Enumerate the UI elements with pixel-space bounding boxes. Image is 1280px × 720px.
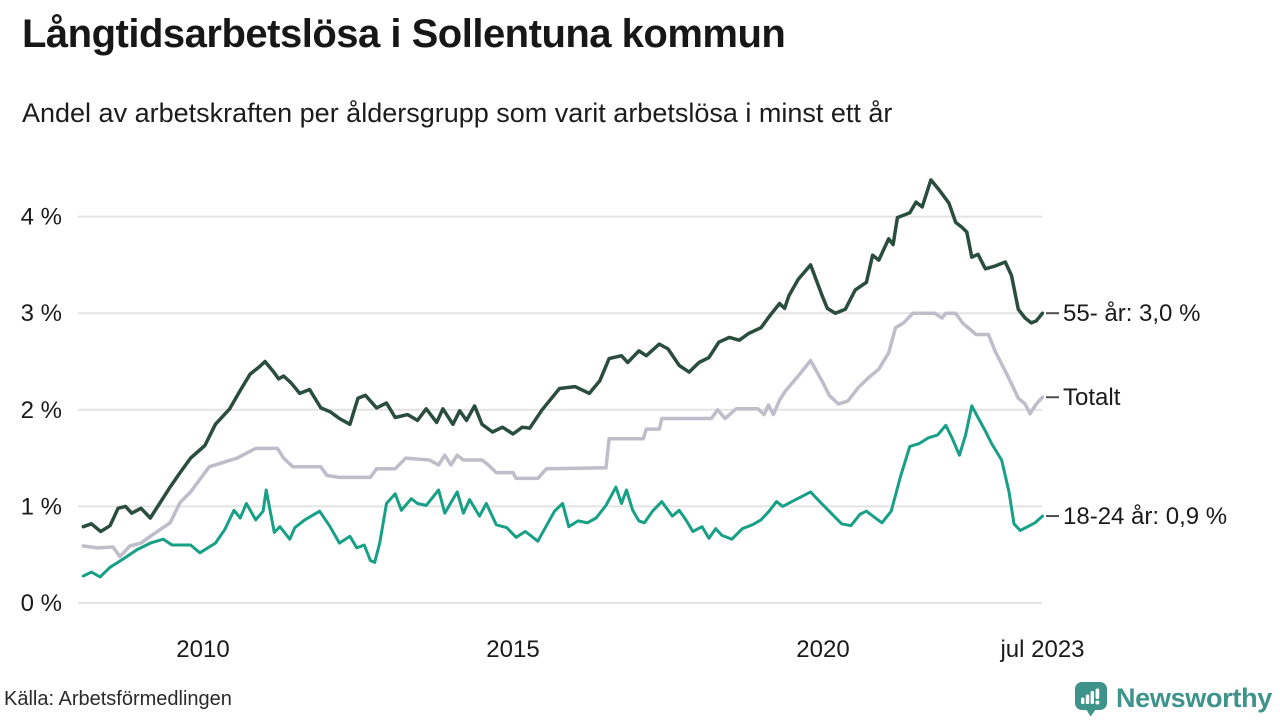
y-axis-tick-label: 0 % (21, 590, 62, 617)
chart-subtitle: Andel av arbetskraften per åldersgrupp s… (22, 98, 893, 128)
newsworthy-logo: Newsworthy (1073, 680, 1272, 717)
page-title: Långtidsarbetslösa i Sollentuna kommun (22, 12, 786, 56)
source-text: Källa: Arbetsförmedlingen (4, 688, 232, 710)
series-end-label: Totalt (1063, 384, 1121, 411)
y-axis-tick-label: 2 % (21, 397, 62, 424)
newsworthy-wordmark: Newsworthy (1115, 683, 1272, 713)
x-axis-tick-label: 2015 (486, 636, 539, 663)
series-line-totalt (81, 311, 1045, 559)
y-axis-tick-label: 3 % (21, 300, 62, 327)
series-line-55-r (81, 178, 1045, 534)
x-axis-tick-label: jul 2023 (999, 636, 1084, 663)
series-line-18-24r (81, 404, 1044, 579)
bar-chart-speech-bubble-icon (1074, 682, 1107, 717)
series-end-label: 55- år: 3,0 % (1063, 300, 1200, 327)
y-axis-tick-label: 4 % (21, 204, 62, 231)
x-axis-tick-label: 2010 (176, 636, 229, 663)
y-axis-tick-label: 1 % (21, 493, 62, 520)
x-axis-tick-label: 2020 (796, 636, 849, 663)
series-end-label: 18-24 år: 0,9 % (1063, 503, 1227, 530)
